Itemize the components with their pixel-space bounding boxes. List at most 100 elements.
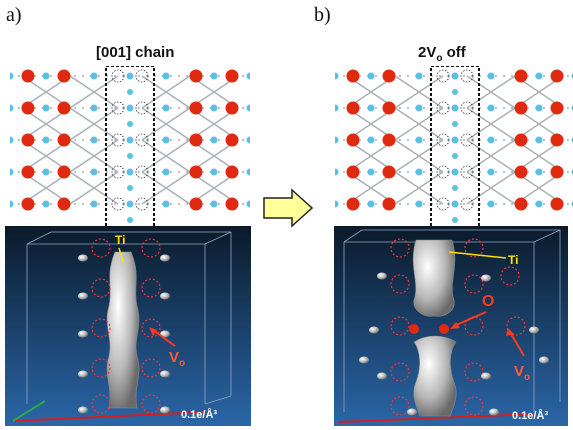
oxygen-atom xyxy=(21,69,35,83)
oxygen-atom xyxy=(382,133,396,147)
titanium-atom xyxy=(162,72,170,80)
charge-density-upper xyxy=(412,239,456,317)
oxygen-atom xyxy=(225,165,239,179)
panel-a-title: [001] chain xyxy=(96,44,175,61)
density-blob xyxy=(377,272,387,280)
oxygen-atom xyxy=(514,197,528,211)
oxygen-atom xyxy=(225,69,239,83)
oxygen-atom xyxy=(382,101,396,115)
vacancy-site xyxy=(111,101,125,115)
titanium-atom xyxy=(415,104,423,112)
vacancy-ring xyxy=(464,274,484,294)
oxygen-atom xyxy=(21,197,35,211)
oxygen-atom xyxy=(346,101,360,115)
titanium-atom xyxy=(210,168,218,176)
titanium-atom xyxy=(10,136,14,144)
vo-label: Vo xyxy=(514,363,530,383)
vacancy-ring xyxy=(91,238,111,258)
vacancy-site xyxy=(436,165,450,179)
density-blob xyxy=(160,406,170,414)
oxygen-atom-left xyxy=(409,324,419,334)
density-panel-a: Ti Vo 0.1e/Å³ xyxy=(5,226,251,426)
panel-label-b: b) xyxy=(314,4,331,26)
titanium-atom xyxy=(210,104,218,112)
density-blob xyxy=(78,330,88,338)
vacancy-ring xyxy=(390,274,410,294)
oxygen-atom xyxy=(189,101,203,115)
titanium-atom xyxy=(127,153,133,159)
isovalue-label: 0.1e/Å³ xyxy=(512,409,548,422)
oxygen-atom xyxy=(21,101,35,115)
oxygen-atom xyxy=(225,197,239,211)
oxygen-atom xyxy=(382,69,396,83)
vacancy-site xyxy=(111,69,125,83)
titanium-atom xyxy=(90,104,98,112)
density-blob xyxy=(160,254,170,262)
titanium-atom xyxy=(487,168,495,176)
titanium-atom xyxy=(10,200,14,208)
density-blob xyxy=(369,326,379,334)
vacancy-ring xyxy=(500,266,520,286)
vacancy-ring xyxy=(91,278,111,298)
oxygen-atom xyxy=(21,133,35,147)
vacancy-ring xyxy=(390,396,410,416)
panel-label-a: a) xyxy=(6,4,22,26)
oxygen-atom xyxy=(189,165,203,179)
vacancy-site xyxy=(436,69,450,83)
density-blob xyxy=(78,370,88,378)
density-blob xyxy=(481,372,491,380)
density-blob xyxy=(359,356,369,364)
titanium-atom xyxy=(415,168,423,176)
titanium-atom xyxy=(335,168,339,176)
oxygen-atom xyxy=(550,197,564,211)
vacancy-site xyxy=(111,197,125,211)
density-blob xyxy=(489,408,499,416)
titanium-atom xyxy=(10,168,14,176)
charge-density-lower xyxy=(413,335,457,417)
vacancy-ring xyxy=(91,394,111,414)
titanium-atom xyxy=(127,121,133,127)
titanium-atom xyxy=(246,72,250,80)
oxygen-atom xyxy=(57,133,71,147)
titanium-atom xyxy=(452,121,458,127)
titanium-atom xyxy=(162,104,170,112)
titanium-atom xyxy=(415,136,423,144)
vacancy-ring xyxy=(464,362,484,382)
ti-label: Ti xyxy=(115,233,125,247)
titanium-atom xyxy=(487,104,495,112)
oxygen-atom xyxy=(189,197,203,211)
titanium-atom xyxy=(210,200,218,208)
oxygen-atom xyxy=(550,133,564,147)
titanium-atom xyxy=(126,72,134,80)
titanium-atom xyxy=(210,136,218,144)
vacancy-ring xyxy=(390,316,410,336)
vacancy-site xyxy=(460,165,474,179)
titanium-atom xyxy=(42,104,50,112)
titanium-atom xyxy=(162,168,170,176)
oxygen-atom xyxy=(189,133,203,147)
oxygen-atom xyxy=(514,133,528,147)
vacancy-ring xyxy=(141,238,161,258)
titanium-atom xyxy=(246,200,250,208)
oxygen-atom xyxy=(382,165,396,179)
titanium-atom xyxy=(451,104,459,112)
titanium-atom xyxy=(415,200,423,208)
oxygen-atom xyxy=(550,165,564,179)
vacancy-ring xyxy=(390,238,410,258)
titanium-atom xyxy=(246,168,250,176)
density-blob xyxy=(481,274,491,282)
titanium-atom xyxy=(335,72,339,80)
vacancy-site xyxy=(436,133,450,147)
titanium-atom xyxy=(335,200,339,208)
titanium-atom xyxy=(452,217,458,223)
vacancy-ring xyxy=(390,362,410,382)
density-blob xyxy=(407,408,417,416)
oxygen-atom xyxy=(550,69,564,83)
titanium-atom xyxy=(415,72,423,80)
titanium-atom xyxy=(535,200,543,208)
oxygen-atom xyxy=(57,165,71,179)
vacancy-site xyxy=(460,197,474,211)
titanium-atom xyxy=(487,136,495,144)
oxygen-atom xyxy=(346,69,360,83)
titanium-atom xyxy=(451,168,459,176)
